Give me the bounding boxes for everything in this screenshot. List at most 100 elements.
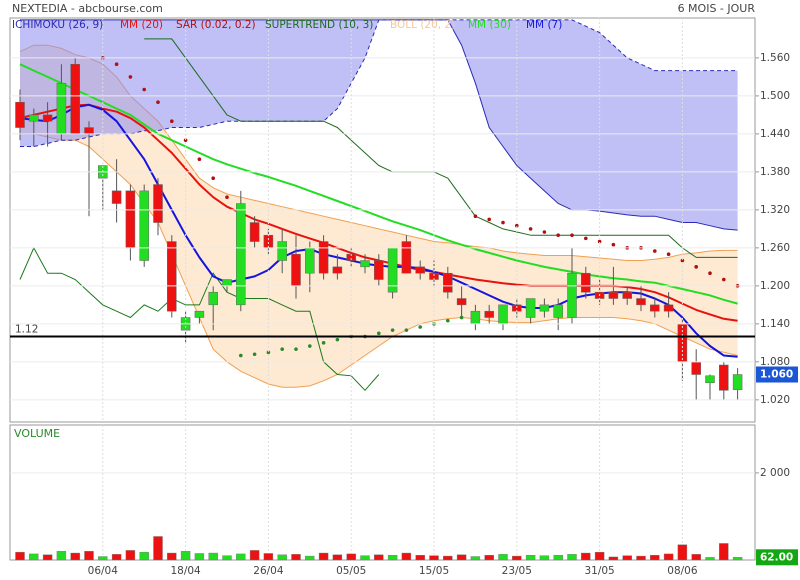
volume-bar: [622, 555, 632, 561]
volume-bar: [139, 551, 149, 561]
y-tick-label: 1.260: [760, 242, 790, 254]
candle-body: [208, 291, 218, 306]
x-tick-label: 26/04: [253, 565, 284, 577]
volume-bar: [263, 553, 274, 561]
candle-body: [125, 190, 136, 249]
volume-bar: [456, 554, 467, 561]
volume-bar: [553, 555, 563, 561]
volume-bar: [415, 555, 425, 561]
sar-dot: [542, 230, 547, 234]
sar-dot: [252, 352, 257, 357]
sar-dot: [611, 242, 616, 247]
volume-bar: [84, 551, 94, 561]
candle-body: [525, 298, 536, 318]
volume-bar: [208, 552, 218, 561]
volume-bar: [305, 555, 315, 561]
sar-dot: [183, 138, 188, 143]
y-tick-label: 2 000: [760, 467, 790, 479]
sar-dot: [280, 347, 285, 351]
candle-body: [305, 247, 315, 274]
candle-body: [581, 272, 591, 293]
candle-body: [222, 279, 232, 287]
candle-body: [263, 234, 274, 249]
sar-dot: [501, 220, 505, 225]
candle-body: [567, 272, 577, 318]
sar-dot: [694, 265, 698, 269]
candle-body: [401, 241, 412, 274]
candle-body: [42, 114, 53, 122]
sar-dot: [570, 233, 574, 237]
last-volume-label: 62.00: [760, 551, 793, 563]
sar-dot: [515, 223, 519, 228]
reference-label: 1.12: [15, 324, 38, 336]
sar-dot: [142, 87, 146, 92]
last-price-label: 1.060: [760, 369, 793, 381]
ichimoku-span-b: [20, 19, 738, 231]
y-tick-label: 1.560: [760, 52, 790, 64]
sar-dot: [308, 344, 312, 348]
x-tick-label: 18/04: [170, 565, 201, 577]
y-tick-label: 1.440: [760, 128, 790, 140]
candle-body: [236, 203, 246, 306]
sar-dot: [321, 341, 326, 345]
candle-body: [153, 184, 163, 223]
volume-bar: [346, 553, 356, 561]
volume-bar: [636, 555, 646, 561]
volume-bar: [291, 554, 301, 561]
candle-body: [249, 222, 260, 242]
volume-bar: [677, 544, 688, 561]
y-tick-label: 1.140: [760, 318, 790, 330]
ichimoku-cloud: [20, 19, 738, 231]
candle-body: [70, 63, 80, 135]
candle-body: [539, 304, 550, 312]
candle-body: [56, 82, 67, 135]
y-tick-label: 1.320: [760, 204, 790, 216]
volume-bar: [332, 554, 343, 561]
volume-bar: [42, 554, 53, 561]
sar-dot: [556, 233, 560, 237]
candle-body: [484, 310, 494, 318]
indicator-line: [19, 63, 738, 305]
legend-entry: MM (7): [526, 19, 562, 31]
candle-body: [15, 101, 25, 128]
candle-body: [29, 114, 39, 122]
candle-body: [139, 190, 149, 261]
x-tick-label: 15/05: [419, 565, 449, 577]
volume-bar: [594, 551, 605, 561]
ichimoku-lagging: [19, 246, 380, 392]
candle-body: [691, 361, 701, 375]
volume-bar: [318, 552, 329, 561]
sar-dot: [239, 353, 243, 358]
x-tick-label: 08/06: [667, 565, 698, 577]
sar-dot: [418, 325, 423, 329]
sar-dot: [722, 277, 726, 282]
volume-bar: [153, 536, 163, 561]
sar-dot: [156, 100, 160, 105]
sar-dot: [114, 62, 119, 67]
y-tick-label: 1.080: [760, 356, 790, 368]
volume-bar: [581, 552, 591, 561]
volume-bar: [470, 556, 481, 561]
candle-body: [84, 127, 94, 135]
volume-bar: [650, 555, 660, 561]
legend-entry: MM (20): [120, 19, 163, 31]
volume-bar: [567, 554, 577, 561]
volume-bar: [236, 553, 246, 561]
volume-bar: [29, 553, 39, 561]
volume-bar: [443, 555, 453, 561]
volume-bar: [111, 554, 122, 561]
price-plot: [15, 19, 743, 400]
volume-bar: [277, 554, 287, 561]
y-tick-label: 1.500: [760, 90, 790, 102]
volume-bar: [194, 553, 205, 561]
volume-bar: [608, 556, 619, 561]
sar-dot: [473, 214, 478, 219]
sar-dot: [225, 195, 229, 200]
sar-dot: [294, 347, 298, 351]
candle-body: [456, 298, 467, 306]
volume-bar: [525, 555, 536, 561]
period-label: 6 MOIS - JOUR: [678, 2, 756, 15]
volume-bar: [484, 555, 494, 561]
